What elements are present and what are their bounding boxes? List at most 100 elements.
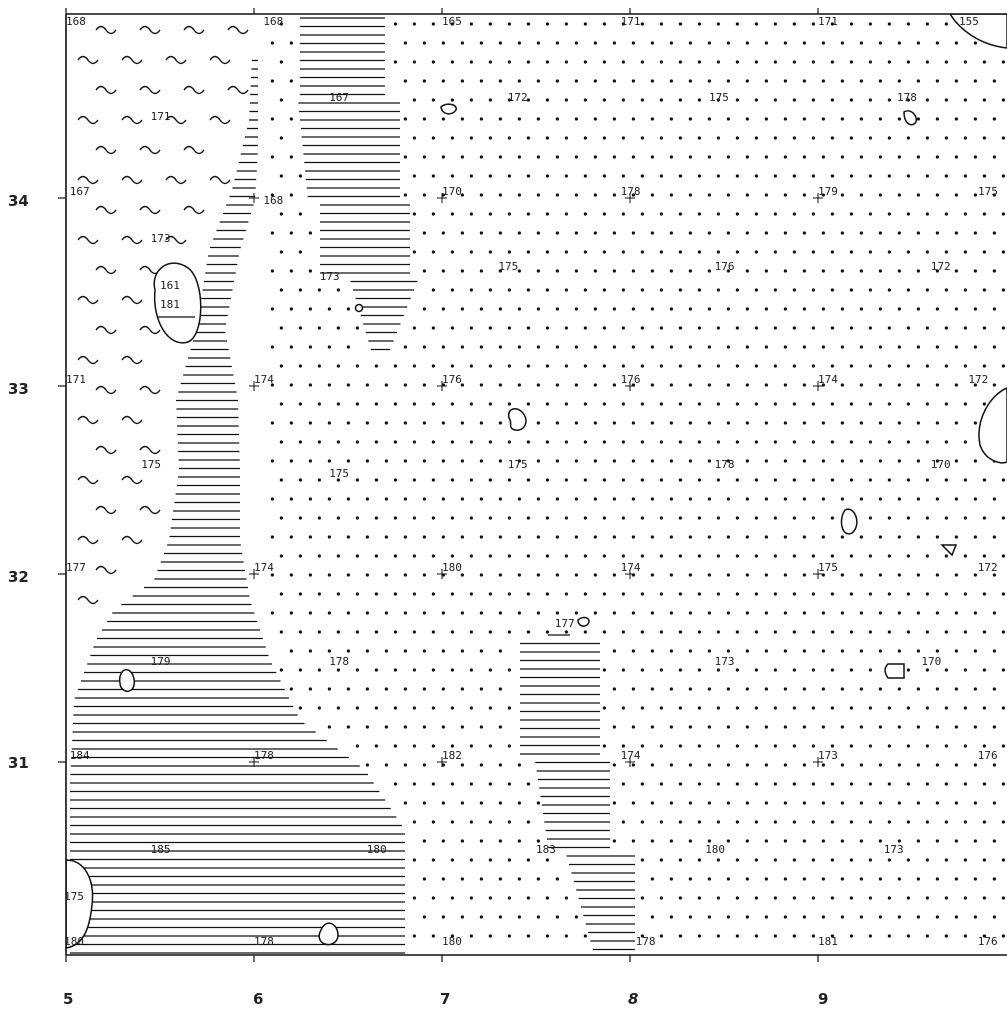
- dot-119: [688, 79, 692, 83]
- dot-102: [270, 79, 274, 83]
- dot-1258: [754, 668, 758, 672]
- dot-148: [621, 98, 625, 102]
- dot-573: [849, 326, 853, 330]
- dot-78: [564, 60, 568, 64]
- dot-1579: [536, 877, 540, 881]
- patch-small-10: [354, 303, 364, 313]
- dot-230: [906, 136, 910, 140]
- dot-469: [916, 269, 920, 273]
- dot-688: [840, 383, 844, 387]
- dot-969: [1001, 516, 1005, 520]
- dot-339: [298, 212, 302, 216]
- dot-1418: [764, 763, 768, 767]
- dot-272: [412, 174, 416, 178]
- dot-794: [640, 440, 644, 444]
- dot-1166: [298, 630, 302, 634]
- dot-1204: [289, 649, 293, 653]
- dot-204: [412, 136, 416, 140]
- dot-1253: [659, 668, 663, 672]
- dot-1051: [327, 573, 331, 577]
- dot-641: [697, 364, 701, 368]
- dot-36: [403, 41, 407, 45]
- dot-1477: [783, 801, 787, 805]
- dot-1293: [783, 687, 787, 691]
- dot-1070: [688, 573, 692, 577]
- dot-1411: [631, 763, 635, 767]
- dot-1576: [479, 877, 483, 881]
- dot-1286: [650, 687, 654, 691]
- dot-280: [564, 174, 568, 178]
- dot-939: [431, 516, 435, 520]
- dot-742: [384, 421, 388, 425]
- dot-847: [897, 459, 901, 463]
- dot-702: [374, 402, 378, 406]
- dot-307: [422, 193, 426, 197]
- dot-1560: [773, 858, 777, 862]
- wave-mark-2: [183, 25, 205, 35]
- dot-1622: [887, 896, 891, 900]
- dot-1022: [526, 554, 530, 558]
- dot-1583: [688, 877, 692, 881]
- dot-728: [868, 402, 872, 406]
- dot-1324: [735, 706, 739, 710]
- dot-378: [479, 231, 483, 235]
- dot-923: [859, 497, 863, 501]
- dot-1582: [669, 877, 673, 881]
- dot-1398: [963, 744, 967, 748]
- dot-1068: [650, 573, 654, 577]
- dot-1224: [764, 649, 768, 653]
- dot-818: [346, 459, 350, 463]
- dot-89: [773, 60, 777, 64]
- dot-1399: [982, 744, 986, 748]
- dot-778: [336, 440, 340, 444]
- dot-209: [507, 136, 511, 140]
- dot-944: [526, 516, 530, 520]
- dot-1353: [688, 725, 692, 729]
- dot-1335: [944, 706, 948, 710]
- dot-106: [441, 79, 445, 83]
- dot-372: [270, 231, 274, 235]
- dot-814: [270, 459, 274, 463]
- dot-892: [270, 497, 274, 501]
- dot-999: [821, 535, 825, 539]
- dot-158: [811, 98, 815, 102]
- dot-1343: [403, 725, 407, 729]
- dot-1088: [298, 592, 302, 596]
- dot-422: [678, 250, 682, 254]
- dot-1463: [460, 801, 464, 805]
- dot-1267: [925, 668, 929, 672]
- dot-987: [593, 535, 597, 539]
- dot-300: [944, 174, 948, 178]
- dot-1675: [792, 934, 796, 938]
- dot-570: [792, 326, 796, 330]
- dot-1236: [992, 649, 996, 653]
- dot-753: [593, 421, 597, 425]
- dot-1532: [764, 839, 768, 843]
- dot-268: [973, 155, 977, 159]
- dot-224: [792, 136, 796, 140]
- dot-217: [659, 136, 663, 140]
- dot-1035: [773, 554, 777, 558]
- dot-1354: [707, 725, 711, 729]
- dot-752: [574, 421, 578, 425]
- dot-1615: [754, 896, 758, 900]
- dot-1661: [488, 934, 492, 938]
- wave-mark-45: [121, 475, 143, 485]
- dot-783: [431, 440, 435, 444]
- x-axis-label-6: 6: [253, 990, 264, 1008]
- dot-630: [488, 364, 492, 368]
- spot-value-21: 175: [498, 260, 519, 274]
- dot-837: [707, 459, 711, 463]
- dot-863: [469, 478, 473, 482]
- dot-1066: [612, 573, 616, 577]
- dot-154: [735, 98, 739, 102]
- dot-1521: [498, 839, 502, 843]
- dot-97: [925, 60, 929, 64]
- dot-242: [479, 155, 483, 159]
- dot-841: [783, 459, 787, 463]
- dot-327: [802, 193, 806, 197]
- dot-125: [802, 79, 806, 83]
- dot-159: [830, 98, 834, 102]
- dot-375: [422, 231, 426, 235]
- dot-172: [422, 117, 426, 121]
